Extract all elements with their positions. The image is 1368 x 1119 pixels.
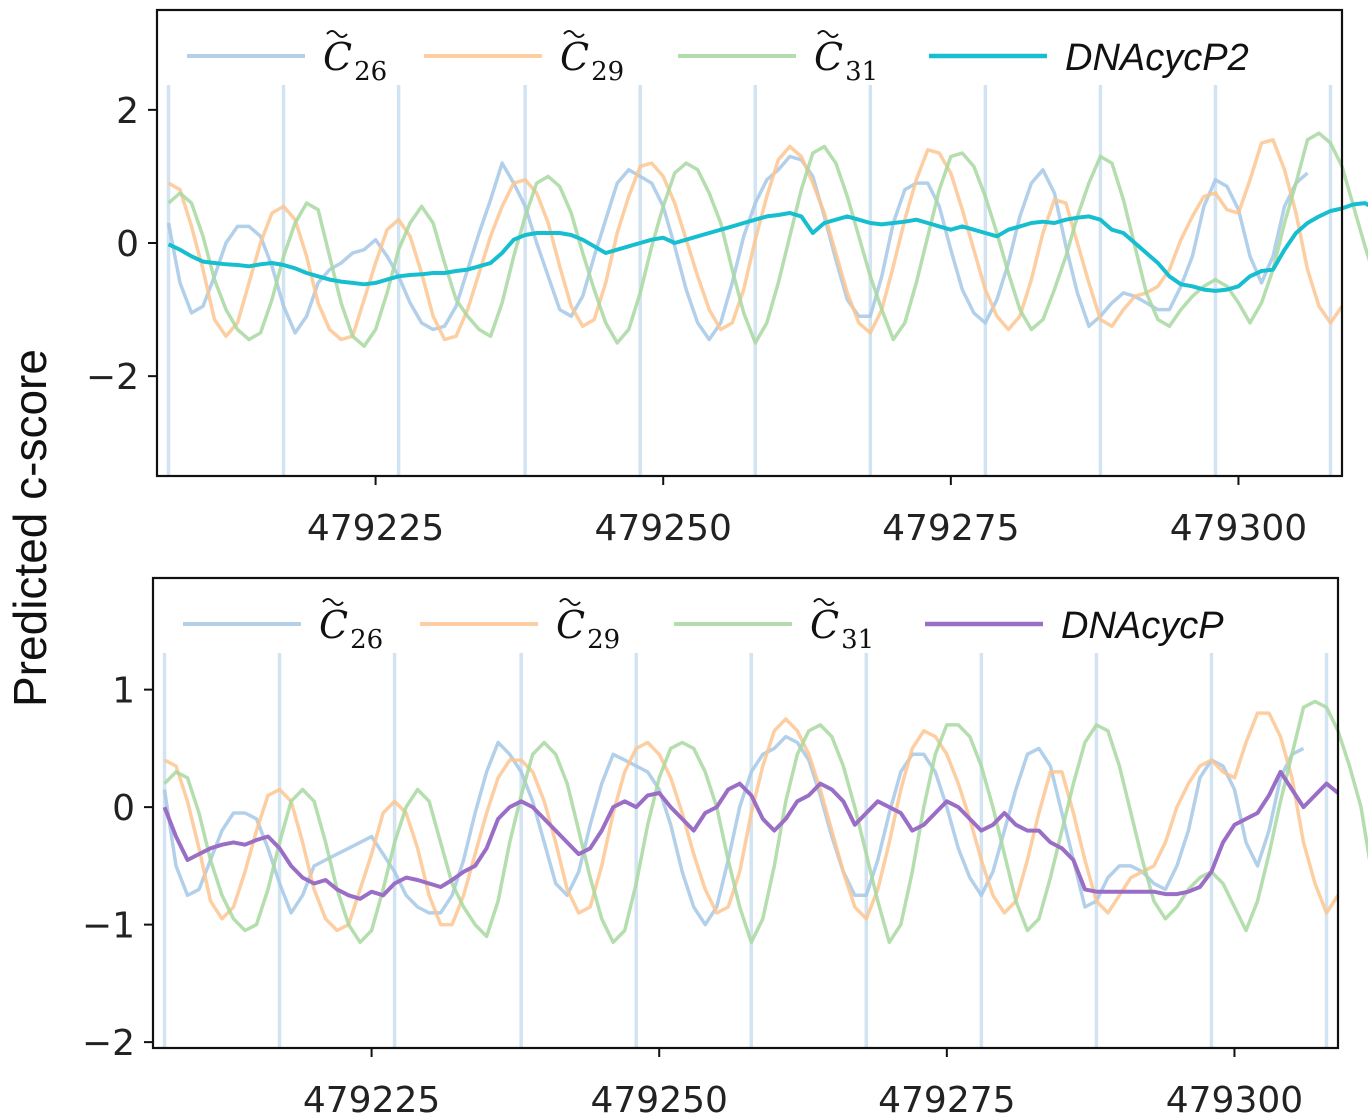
x-tick-label: 479300 <box>1166 1080 1303 1119</box>
series-line-dnacycp2 <box>167 201 1368 293</box>
x-tick-label: 479300 <box>1170 508 1307 549</box>
tilde-icon <box>563 30 585 38</box>
legend-label: C26 <box>323 35 387 87</box>
legend-label: C29 <box>556 603 620 655</box>
y-tick-label: −2 <box>86 357 139 398</box>
tilde-icon <box>817 30 839 38</box>
y-tick-label: 0 <box>112 788 135 829</box>
plot-frame <box>155 8 1344 478</box>
series-line-c26 <box>166 154 1309 342</box>
legend-label: C31 <box>810 603 874 655</box>
legend-label: DNAcycP2 <box>1065 37 1249 79</box>
tilde-icon <box>322 598 344 606</box>
plot-frame <box>151 576 1340 1050</box>
x-tick-label: 479250 <box>594 508 731 549</box>
y-tick-label: 0 <box>116 224 139 265</box>
series-line-dnacycp <box>162 769 1340 901</box>
x-tick-label: 479250 <box>590 1080 727 1119</box>
x-tick-label: 479225 <box>303 1080 440 1119</box>
x-tick-label: 479225 <box>307 508 444 549</box>
tilde-icon <box>813 598 835 606</box>
x-tick-label: 479275 <box>882 508 1019 549</box>
legend-label: C31 <box>814 35 878 87</box>
y-tick-label: −2 <box>82 1023 135 1064</box>
y-tick-label: 1 <box>112 671 135 712</box>
legend-label: C26 <box>319 603 383 655</box>
tilde-icon <box>559 598 581 606</box>
series-line-c31 <box>163 699 1368 945</box>
series-line-c26 <box>162 734 1305 927</box>
tilde-icon <box>326 30 348 38</box>
legend-label: C29 <box>560 35 624 87</box>
y-axis-label: Predicted c-score <box>4 349 56 707</box>
top-panel-dnacycp2: −2 0 2 479225 479250 479275 479300 C26 C29 C31 DNA… <box>86 8 1368 549</box>
x-tick-label: 479275 <box>878 1080 1015 1119</box>
series-line-c29 <box>163 711 1340 933</box>
y-tick-label: −1 <box>82 906 135 947</box>
series-line-c31 <box>167 131 1368 348</box>
bottom-panel-dnacycp: −2 −1 0 1 479225 479250 479275 479300 C26 C29 C31 D… <box>82 576 1368 1119</box>
legend-label: DNAcycP <box>1061 605 1224 647</box>
y-tick-label: 2 <box>116 91 139 132</box>
